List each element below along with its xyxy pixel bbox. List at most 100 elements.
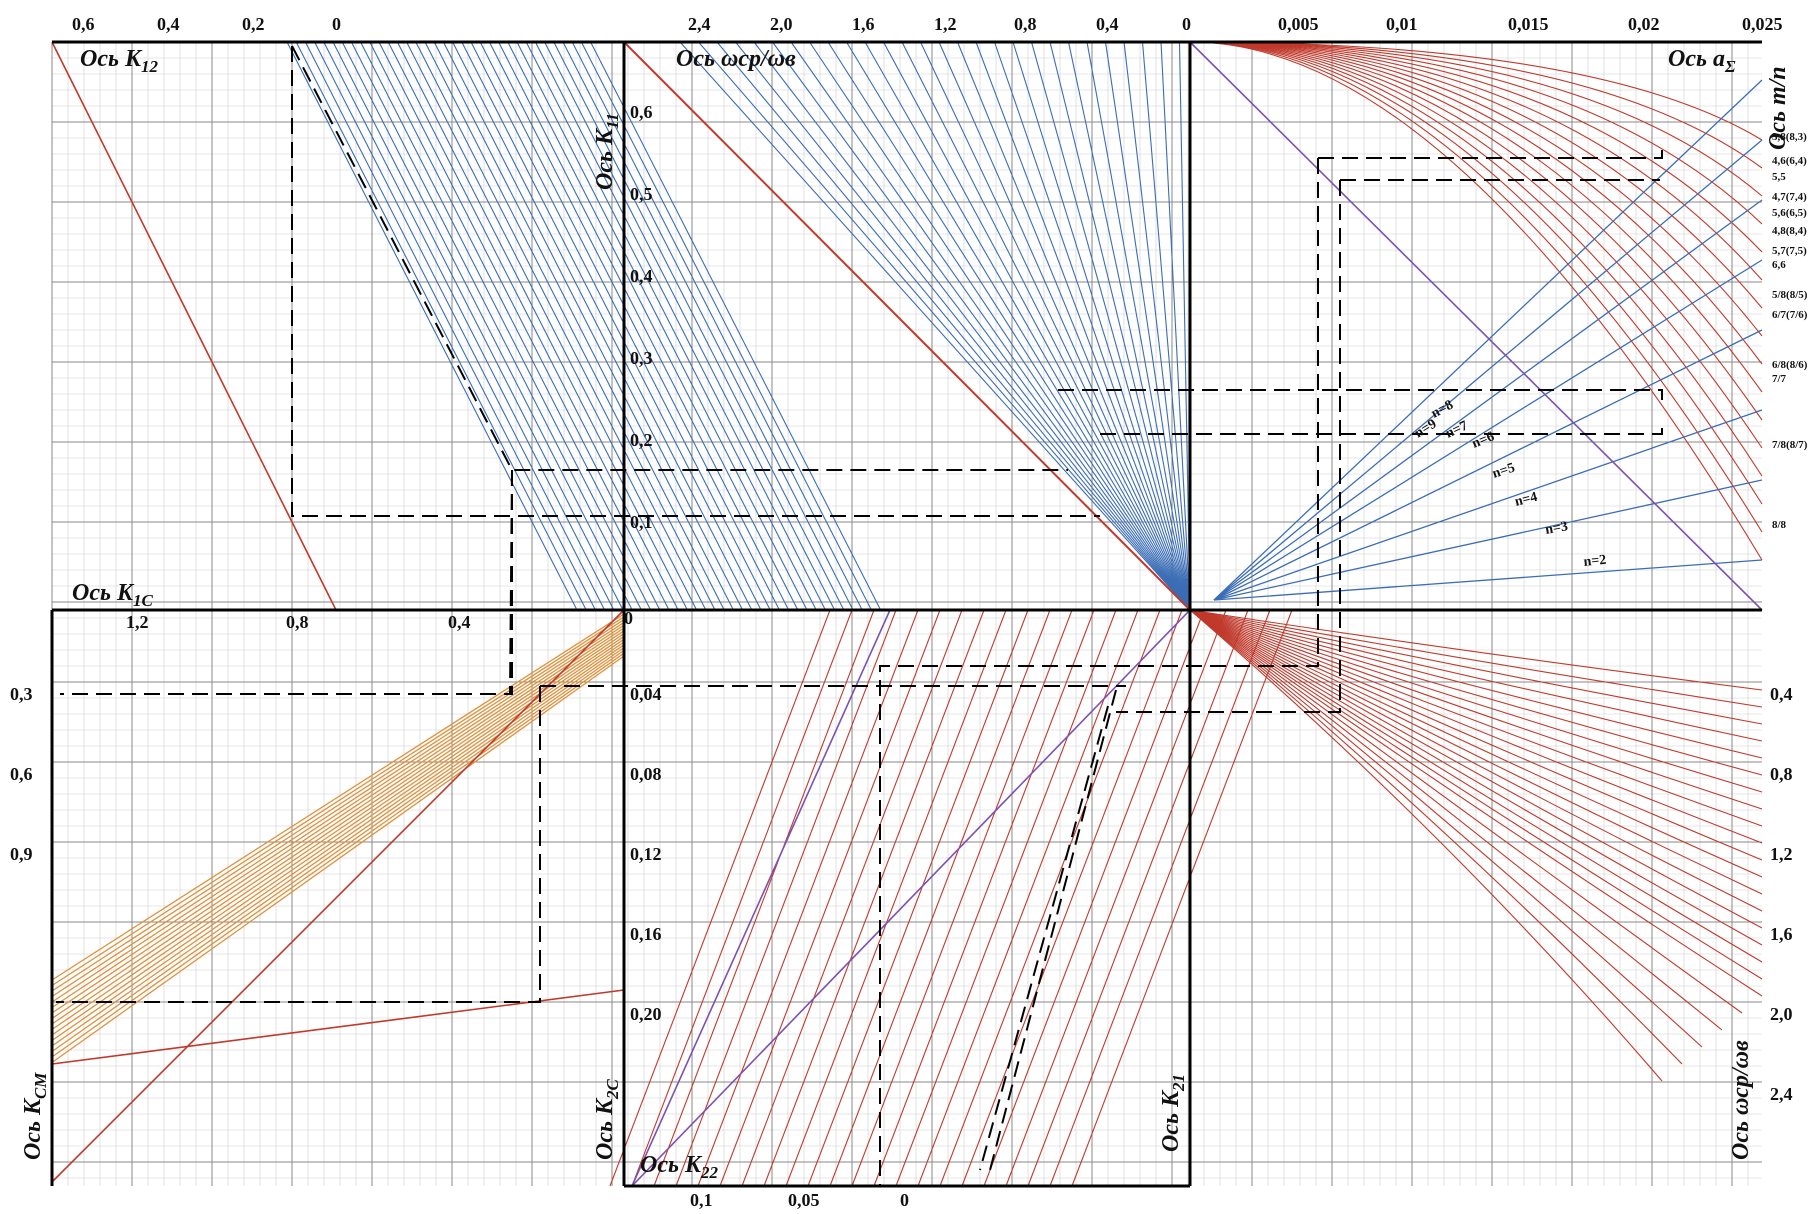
wsr-right-curve bbox=[1189, 609, 1683, 1065]
wsr-right-curve bbox=[1189, 609, 1763, 810]
a-sigma-curve bbox=[1189, 41, 1763, 561]
tick-label: 0,01 bbox=[1386, 14, 1418, 34]
tick-label: 0 bbox=[332, 14, 341, 34]
k2c-line bbox=[939, 609, 1161, 1187]
k2c-line bbox=[873, 609, 1095, 1187]
a-sigma-curve bbox=[1189, 41, 1763, 393]
tick-label: 0,2 bbox=[242, 14, 265, 34]
k2c-line bbox=[785, 609, 1007, 1187]
tick-label: 0,04 bbox=[630, 684, 662, 704]
tick-label: 0,5 bbox=[630, 184, 653, 204]
curve-label: 8/8 bbox=[1772, 519, 1787, 531]
tick-label: 0 bbox=[624, 608, 633, 628]
tick-label: 0,8 bbox=[1770, 764, 1793, 784]
tick-label: 0,1 bbox=[690, 1190, 713, 1210]
k2c-line bbox=[829, 609, 1051, 1187]
dashed-path bbox=[291, 46, 1100, 517]
k12-boundary-line bbox=[51, 41, 337, 611]
k12-line bbox=[323, 41, 615, 611]
k2c-purple-line bbox=[631, 609, 1191, 1187]
wsr-right-curve bbox=[1189, 609, 1763, 776]
wsr-right-curve bbox=[1189, 609, 1763, 793]
wsr-right-curve bbox=[1189, 609, 1763, 691]
tick-label: 0 bbox=[900, 1190, 909, 1210]
wsr-fan-line bbox=[901, 41, 1191, 611]
n-line bbox=[1213, 479, 1763, 601]
k2c-line bbox=[631, 609, 853, 1187]
curve-label: 6/7(7/6) bbox=[1772, 309, 1808, 321]
kcm-band-line bbox=[51, 647, 625, 1047]
n-line bbox=[1213, 199, 1763, 601]
wsr-fan-line bbox=[790, 41, 1191, 611]
ticks-k2c: 0 0,04 0,08 0,12 0,16 0,20 bbox=[624, 608, 662, 1024]
kcm-band-line bbox=[51, 652, 625, 1058]
wsr-fan-line bbox=[938, 41, 1191, 611]
tick-label: 0 bbox=[1182, 14, 1191, 34]
kcm-band-line bbox=[51, 627, 625, 1009]
axis-title-k12: Ось K12 bbox=[80, 46, 158, 76]
n-line bbox=[1213, 79, 1763, 601]
tick-label: 0,02 bbox=[1628, 14, 1660, 34]
n-line bbox=[1213, 409, 1763, 601]
curve-label: 5,6(6,5) bbox=[1772, 207, 1807, 219]
ticks-k1c: 1,2 0,8 0,4 bbox=[126, 612, 471, 632]
kcm-band-line bbox=[51, 613, 625, 981]
wsr-fan-line bbox=[716, 41, 1191, 611]
k2c-line bbox=[851, 609, 1073, 1187]
wsr-fan-line bbox=[1178, 41, 1191, 611]
a-sigma-curve bbox=[1189, 41, 1763, 309]
curve-label: 5,5 bbox=[1772, 171, 1786, 183]
dashed-path bbox=[979, 705, 1109, 1171]
k12-line bbox=[534, 41, 826, 611]
k2c-line bbox=[609, 609, 831, 1187]
dashed-path bbox=[1058, 389, 1663, 400]
k2c-line bbox=[741, 609, 963, 1187]
grid bbox=[51, 41, 1762, 1186]
curve-label: 7/7 bbox=[1772, 373, 1787, 385]
k2c-purple-line bbox=[631, 609, 891, 1187]
wsr-fan-line bbox=[883, 41, 1191, 611]
k2c-line bbox=[807, 609, 1029, 1187]
kcm-band-line bbox=[51, 655, 625, 1064]
dashed-path bbox=[1318, 150, 1663, 159]
wsr-right-curve bbox=[1189, 609, 1763, 895]
k2c-line bbox=[653, 609, 875, 1187]
wsr-right-curve bbox=[1189, 609, 1763, 997]
tick-label: 1,2 bbox=[934, 14, 957, 34]
wsr-right-curve bbox=[1189, 609, 1763, 708]
wsr-fan-line bbox=[1030, 41, 1191, 611]
curve-label: 6,6 bbox=[1772, 259, 1786, 271]
dashed-path bbox=[879, 158, 1319, 1186]
tick-label: 0,2 bbox=[630, 430, 653, 450]
wsr-right-curve bbox=[1189, 609, 1763, 878]
tick-label: 0,9 bbox=[10, 844, 33, 864]
axis-frames bbox=[50, 40, 1762, 1188]
k2c-line bbox=[983, 609, 1205, 1187]
a-sigma-curve bbox=[1189, 41, 1763, 365]
wsr-fan-line bbox=[1104, 41, 1191, 611]
kcm-band-line bbox=[51, 624, 625, 1003]
wsr-fan-line bbox=[1049, 41, 1191, 611]
k2c-line bbox=[961, 609, 1183, 1187]
tick-label: 1,2 bbox=[1770, 844, 1793, 864]
curve-labels: 3,8(8,3) 4,6(6,4) 5,5 4,7(7,4) 5,6(6,5) … bbox=[1772, 131, 1808, 531]
k12-line bbox=[461, 41, 753, 611]
a-sigma-curve bbox=[1189, 41, 1763, 141]
wsr-right-curve bbox=[1189, 609, 1763, 725]
axis-title-k2c: Ось K2C bbox=[592, 1079, 622, 1160]
k2c-line bbox=[917, 609, 1139, 1187]
k2c-line bbox=[1071, 609, 1293, 1187]
k12-line bbox=[580, 41, 872, 611]
n-label: n=4 bbox=[1513, 490, 1539, 510]
ticks-wsr-right: 0,4 0,8 1,2 1,6 2,0 2,4 bbox=[1770, 684, 1793, 1104]
axis-title-k1c: Ось K1C bbox=[72, 580, 153, 610]
wsr-fan-line bbox=[1012, 41, 1191, 611]
tick-label: 0,05 bbox=[788, 1190, 820, 1210]
ticks-kcm: 0,3 0,6 0,9 bbox=[10, 684, 33, 864]
example-paths bbox=[56, 45, 1663, 1186]
n-line bbox=[1213, 559, 1763, 601]
wsr-right-curve bbox=[1189, 609, 1763, 912]
a-sigma-curve bbox=[1189, 41, 1763, 421]
k12-line bbox=[295, 41, 587, 611]
